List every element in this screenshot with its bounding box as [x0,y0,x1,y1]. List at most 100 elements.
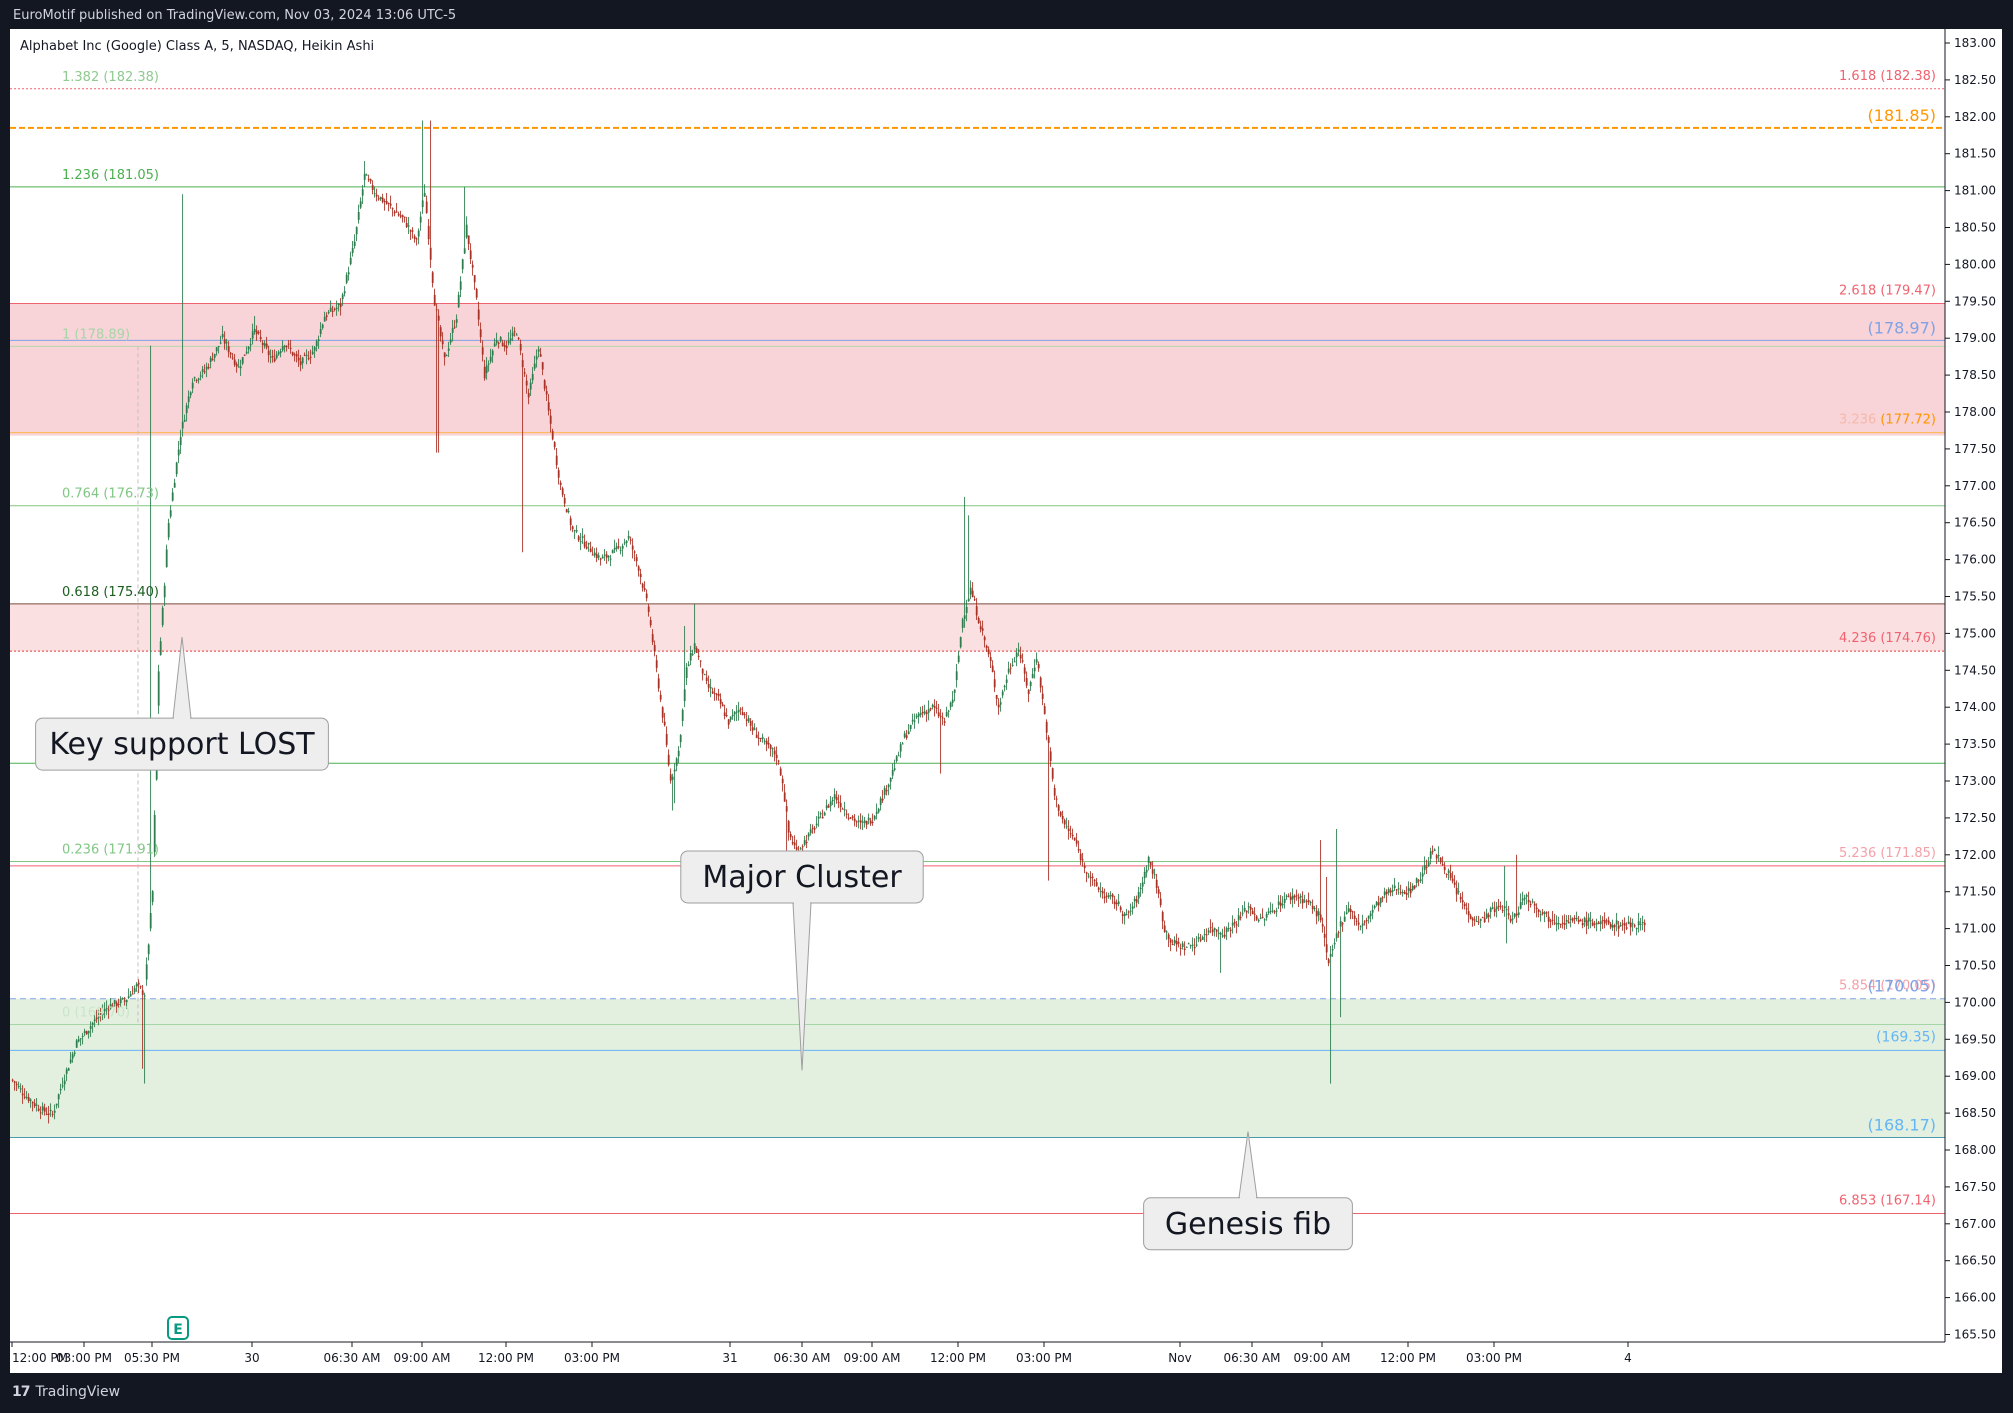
candle-body [737,709,740,713]
price-tick-label: 170.00 [1954,995,1996,1009]
candle-body [1345,912,1348,915]
candle-body [861,821,864,823]
candle-body [635,557,638,562]
callout-pointer [1238,1131,1258,1198]
candle-body [1367,915,1370,919]
candle-body [451,328,454,333]
candle-body [753,728,756,730]
candle-body [1459,896,1462,900]
candle-body [739,708,742,710]
candle-body [327,311,330,314]
price-tick-label: 166.00 [1954,1291,1996,1305]
price-tick-label: 167.00 [1954,1217,1996,1231]
callout-key-support-lost[interactable]: Key support LOST [35,637,329,771]
candle-body [205,366,208,370]
candle-body [1335,933,1338,939]
candle-body [1039,677,1042,688]
candle-body [1541,912,1544,914]
candle-body [1469,915,1472,919]
candle-body [1265,913,1268,918]
candle-body [1211,929,1214,933]
candle-body [401,215,404,218]
candle-body [145,964,148,980]
price-axis[interactable] [1945,29,2002,1342]
callouts-layer: Key support LOST Major Cluster Genesis fib [35,637,1353,1251]
candle-body [469,250,472,260]
candle-body [701,668,704,674]
candle-body [103,1008,106,1012]
candle-body [945,712,948,717]
candle-body [363,173,366,180]
candle-body [1443,866,1446,871]
candle-body [575,530,578,532]
candle-body [1117,901,1120,905]
fib-label-left: 0.236 (171.91) [62,842,159,857]
candle-body [1179,947,1182,949]
candle-body [795,847,798,850]
candle-body [1095,882,1098,887]
candle-body [85,1031,88,1035]
candle-body [181,421,184,429]
candle-body [1017,649,1020,651]
candle-body [1433,849,1436,851]
price-tick-label: 176.50 [1954,516,1996,530]
candle-body [557,470,560,478]
candle-body [1145,869,1148,873]
candle-body [1295,895,1298,897]
candle-body [441,340,444,345]
candle-body [1049,751,1052,761]
time-axis[interactable] [10,1342,1945,1373]
candle-body [669,774,672,781]
candle-body [1565,919,1568,922]
candle-body [1251,910,1254,914]
chart-frame[interactable] [10,29,2002,1373]
candle-body [315,341,318,347]
candle-body [561,488,564,495]
callout-major-cluster[interactable]: Major Cluster [680,850,924,1071]
candle-body [283,345,286,348]
candle-body [61,1085,64,1087]
candle-body [415,238,418,240]
candle-body [1033,667,1036,672]
price-tick-label: 169.00 [1954,1069,1996,1083]
candle-body [303,354,306,356]
candle-body [747,718,750,722]
candle-body [1575,917,1578,920]
candle-body [697,655,700,657]
candle-body [925,712,928,715]
price-tick-label: 175.50 [1954,590,1996,604]
candle-body [189,392,192,396]
candle-body [1093,880,1096,882]
candle-body [1209,927,1212,929]
candle-body [261,342,264,345]
candle-body [201,369,204,372]
tradingview-logo[interactable]: 17 TradingView [12,1384,120,1400]
callout-text: Genesis fib [1165,1207,1331,1242]
candle-body [1221,935,1224,937]
callout-genesis-fib[interactable]: Genesis fib [1143,1131,1353,1251]
candle-body [257,332,260,334]
fib-label-left: 0.618 (175.40) [62,585,159,600]
earnings-marker[interactable]: E [167,1316,189,1340]
candle-body [41,1106,44,1111]
candle-body [877,808,880,813]
candle-body [309,356,312,358]
candle-body [1477,921,1480,923]
candle-body [1223,934,1226,937]
candle-body [1113,901,1116,905]
candle-body [1621,923,1624,925]
resistance-zone-upper [10,303,1945,436]
candle-body [337,303,340,306]
candle-body [1637,921,1640,926]
candle-body [1003,685,1006,688]
candle-body [1563,922,1566,925]
candle-body [427,225,430,240]
candle-body [1555,923,1558,925]
candle-body [389,203,392,206]
time-tick-label: 05:30 PM [124,1351,180,1365]
candle-body [1071,834,1074,837]
candle-body [25,1096,28,1098]
candle-body [271,356,274,358]
candle-body [141,990,144,995]
